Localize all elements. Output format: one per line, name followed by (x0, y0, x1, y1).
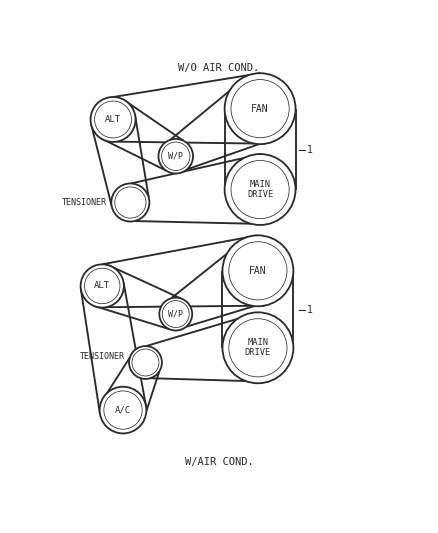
Circle shape (223, 236, 293, 306)
Text: ALT: ALT (105, 115, 121, 124)
Text: TENSIONER: TENSIONER (80, 352, 125, 360)
Text: TENSIONER: TENSIONER (62, 198, 107, 207)
Circle shape (129, 346, 162, 379)
Circle shape (111, 183, 149, 222)
Text: W/P: W/P (168, 152, 183, 161)
Text: FAN: FAN (251, 103, 269, 114)
Circle shape (81, 264, 124, 308)
Circle shape (159, 297, 192, 330)
Text: A/C: A/C (115, 406, 131, 415)
Circle shape (225, 154, 296, 225)
Circle shape (100, 387, 146, 433)
Text: W/AIR COND.: W/AIR COND. (185, 457, 253, 467)
Text: 1: 1 (307, 305, 313, 315)
Circle shape (225, 73, 296, 144)
Text: MAIN
DRIVE: MAIN DRIVE (245, 338, 271, 357)
Text: MAIN
DRIVE: MAIN DRIVE (247, 180, 273, 199)
Circle shape (91, 97, 135, 142)
Text: ALT: ALT (94, 281, 110, 290)
Text: W/P: W/P (168, 310, 183, 319)
Text: FAN: FAN (249, 266, 267, 276)
Text: 1: 1 (307, 145, 313, 155)
Circle shape (223, 312, 293, 383)
Text: W/O AIR COND.: W/O AIR COND. (178, 62, 260, 72)
Circle shape (159, 139, 193, 174)
